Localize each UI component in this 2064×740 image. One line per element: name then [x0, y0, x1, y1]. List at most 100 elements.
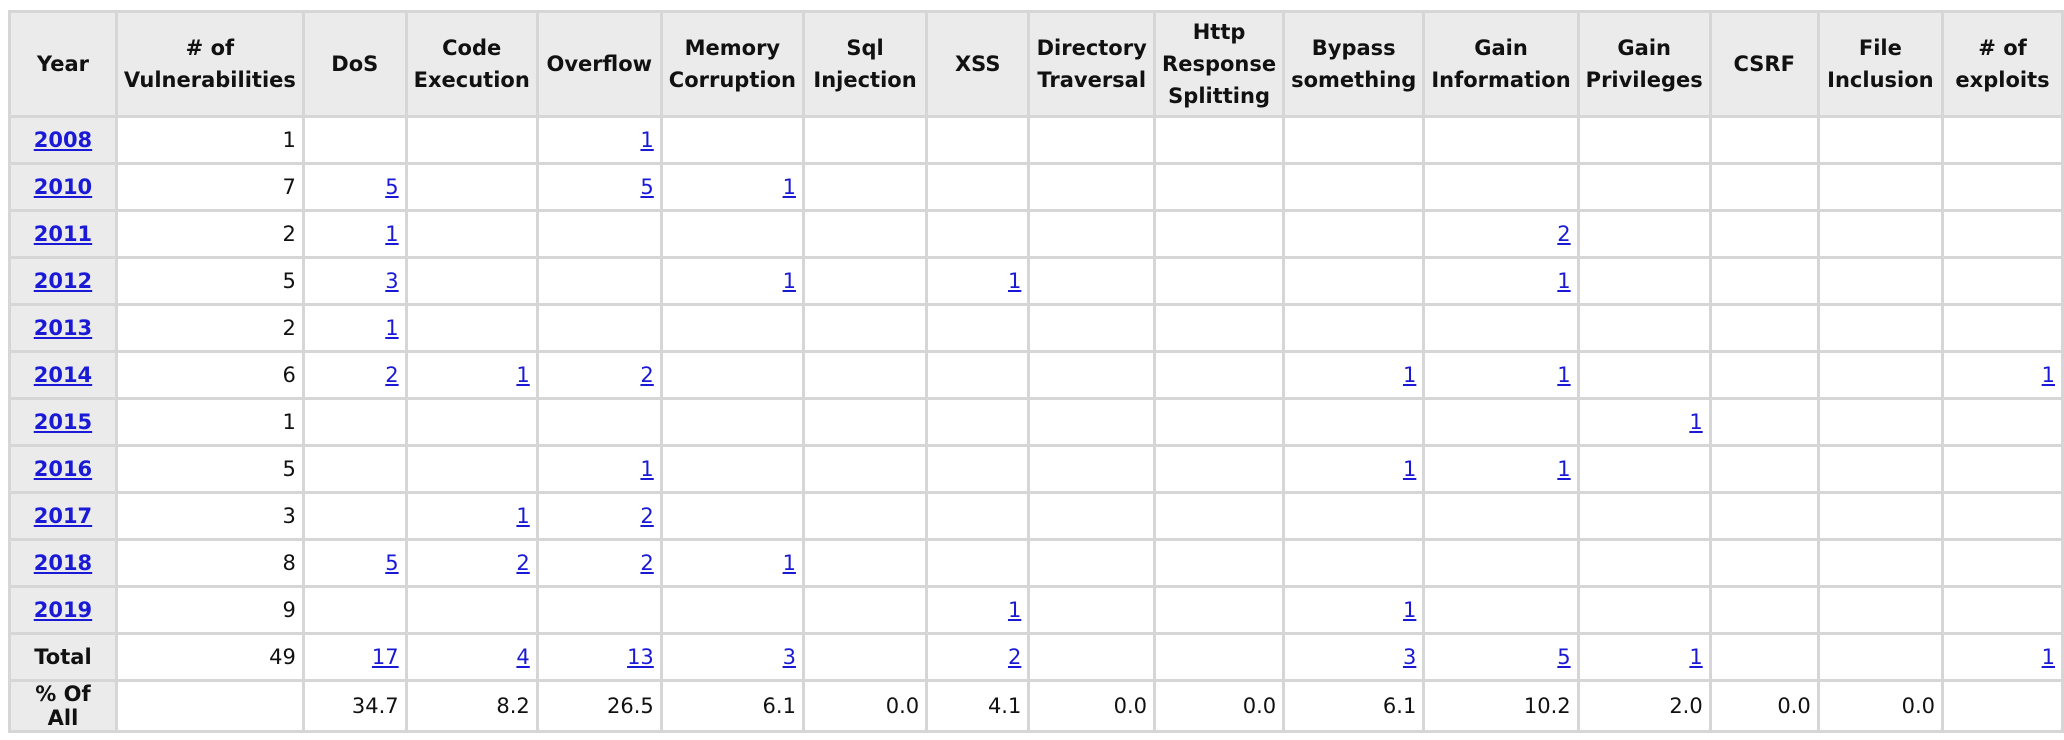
- year-link[interactable]: 2010: [33, 175, 93, 199]
- year-link[interactable]: 2018: [33, 551, 93, 575]
- cell-count-link[interactable]: 2: [640, 363, 654, 387]
- cell-count-link[interactable]: 1: [640, 128, 654, 152]
- column-header-csrf: CSRF: [1708, 10, 1820, 118]
- table-cell: [801, 350, 929, 400]
- column-header-of-vulnerabilities: # of Vulnerabilities: [114, 10, 305, 118]
- cell-count-link[interactable]: 5: [385, 551, 399, 575]
- cell-count-link[interactable]: 1: [2041, 363, 2055, 387]
- table-cell: 3: [301, 256, 408, 306]
- table-row: 2019 9 1 1: [8, 585, 2064, 635]
- header-row: Year # of Vulnerabilities DoS Code Executio…: [8, 10, 2064, 118]
- table-cell: [925, 444, 1031, 494]
- table-cell: [1576, 303, 1712, 353]
- table-cell: [1941, 444, 2064, 494]
- table-cell: [1941, 397, 2064, 447]
- cell-count-link[interactable]: 1: [1689, 645, 1703, 669]
- year-link[interactable]: 2012: [33, 269, 93, 293]
- cell-count-link[interactable]: 1: [1007, 269, 1022, 293]
- table-cell: 34.7: [301, 679, 408, 733]
- table-row: 2016 5 1 1 1: [8, 444, 2064, 494]
- cell-count-link[interactable]: 1: [1402, 363, 1417, 387]
- cell-count-link[interactable]: 4: [516, 645, 530, 669]
- table-cell: [801, 303, 929, 353]
- table-cell: 2.0: [1576, 679, 1712, 733]
- table-cell: [1153, 397, 1286, 447]
- cell-count-link[interactable]: 1: [516, 363, 530, 387]
- year-link[interactable]: 2017: [33, 504, 93, 528]
- table-cell: [1027, 209, 1157, 259]
- table-cell: 9: [114, 585, 305, 635]
- cell-count-link[interactable]: 1: [1402, 457, 1417, 481]
- table-cell: [801, 115, 929, 165]
- table-cell: [1282, 303, 1426, 353]
- cell-count-link[interactable]: 3: [1402, 645, 1417, 669]
- table-cell: 0.0: [1708, 679, 1820, 733]
- cell-count-link[interactable]: 2: [1007, 645, 1022, 669]
- cell-count-link[interactable]: 5: [1557, 645, 1571, 669]
- table-cell: 2: [301, 350, 408, 400]
- table-cell: [114, 679, 305, 733]
- column-header-file-inclusion: File Inclusion: [1816, 10, 1945, 118]
- cell-count-link[interactable]: 1: [1557, 269, 1571, 293]
- table-cell: 1: [1282, 350, 1426, 400]
- cell-count-link[interactable]: 1: [1007, 598, 1022, 622]
- year-link[interactable]: 2008: [33, 128, 93, 152]
- cell-count-link[interactable]: 1: [640, 457, 654, 481]
- cell-count-link[interactable]: 3: [782, 645, 796, 669]
- year-link[interactable]: 2011: [33, 222, 93, 246]
- table-cell: [1576, 162, 1712, 212]
- table-cell: [659, 585, 805, 635]
- table-cell: [1282, 491, 1426, 541]
- table-cell: 1: [1422, 444, 1580, 494]
- year-cell: 2012: [8, 256, 118, 306]
- table-cell: 1: [1576, 632, 1712, 682]
- year-link[interactable]: 2016: [33, 457, 93, 481]
- year-link[interactable]: 2015: [33, 410, 93, 434]
- column-header-memory-corruption: Memory Corruption: [659, 10, 805, 118]
- cell-count-link[interactable]: 17: [371, 645, 399, 669]
- table-cell: 1: [301, 209, 408, 259]
- cell-count-link[interactable]: 2: [640, 551, 654, 575]
- cell-count-link[interactable]: 1: [782, 551, 796, 575]
- table-cell: 8.2: [404, 679, 539, 733]
- table-cell: [659, 303, 805, 353]
- cell-count-link[interactable]: 2: [1557, 222, 1571, 246]
- cell-count-link[interactable]: 2: [516, 551, 530, 575]
- table-cell: [1708, 303, 1820, 353]
- cell-count-link[interactable]: 1: [516, 504, 530, 528]
- cell-count-link[interactable]: 2: [385, 363, 399, 387]
- cell-count-link[interactable]: 1: [1557, 457, 1571, 481]
- cell-count-link[interactable]: 3: [385, 269, 399, 293]
- cell-count-link[interactable]: 1: [385, 316, 399, 340]
- cell-count-link[interactable]: 1: [1402, 598, 1417, 622]
- cell-count-link[interactable]: 1: [1689, 410, 1703, 434]
- cell-count-link[interactable]: 1: [2041, 645, 2055, 669]
- cell-count-link[interactable]: 2: [640, 504, 654, 528]
- total-row: Total 49 17 4 13 3 2 3 5 1 1: [8, 632, 2064, 682]
- year-link[interactable]: 2013: [33, 316, 93, 340]
- table-cell: 3: [114, 491, 305, 541]
- year-cell: 2010: [8, 162, 118, 212]
- cell-count-link[interactable]: 13: [627, 645, 654, 669]
- cell-count-link[interactable]: 1: [782, 175, 796, 199]
- column-header-code-execution: Code Execution: [404, 10, 539, 118]
- cell-count-link[interactable]: 1: [782, 269, 796, 293]
- cell-count-link[interactable]: 1: [385, 222, 399, 246]
- table-cell: [1816, 115, 1945, 165]
- table-cell: 1: [114, 115, 305, 165]
- table-cell: [925, 397, 1031, 447]
- table-cell: [1153, 538, 1286, 588]
- table-cell: [1576, 538, 1712, 588]
- year-link[interactable]: 2014: [33, 363, 93, 387]
- table-cell: 49: [114, 632, 305, 682]
- table-cell: 4.1: [925, 679, 1031, 733]
- table-cell: [1027, 350, 1157, 400]
- year-link[interactable]: 2019: [33, 598, 93, 622]
- table-cell: [1027, 162, 1157, 212]
- cell-count-link[interactable]: 1: [1557, 363, 1571, 387]
- cell-count-link[interactable]: 5: [385, 175, 399, 199]
- cell-count-link[interactable]: 5: [640, 175, 654, 199]
- table-cell: [1576, 444, 1712, 494]
- table-cell: [404, 162, 539, 212]
- table-cell: [1816, 632, 1945, 682]
